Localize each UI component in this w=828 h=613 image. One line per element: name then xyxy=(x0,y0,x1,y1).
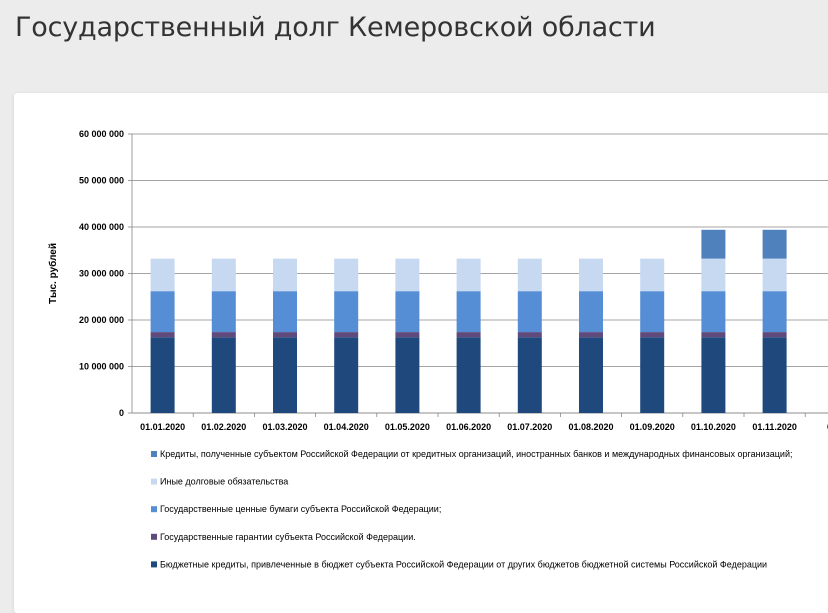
bar-segment xyxy=(211,332,236,338)
chart-card: 0 10 000 000 20 000 000 30 000 000 40 000 00… xyxy=(14,93,828,613)
bar-segment xyxy=(517,258,542,292)
bar-segment xyxy=(640,258,665,292)
x-tick-label: 01.09.2020 xyxy=(630,422,675,432)
x-tick-label: 01.02.2020 xyxy=(201,422,246,432)
bar-segment xyxy=(150,291,175,333)
bar-segment xyxy=(579,332,603,338)
bar-segment xyxy=(640,337,665,413)
x-tick-label: 01.04.2020 xyxy=(324,422,369,432)
legend-label: Иные долговые обязательства xyxy=(160,477,288,487)
bar-segment xyxy=(762,229,787,259)
bar-segment xyxy=(150,258,175,292)
bar-segment xyxy=(701,337,726,413)
legend-label: Государственные ценные бумаги субъекта Р… xyxy=(160,504,441,514)
legend-swatch xyxy=(151,533,157,540)
legend-swatch xyxy=(151,561,157,568)
bar-segment xyxy=(456,291,481,333)
x-tick-label: 01.03.2020 xyxy=(262,422,307,432)
y-tick-label: 20 000 000 xyxy=(79,315,124,325)
y-tick-label: 0 xyxy=(119,408,124,418)
bar-segment xyxy=(579,291,603,333)
legend-label: Государственные гарантии субъекта Россий… xyxy=(160,532,416,542)
debt-chart: 0 10 000 000 20 000 000 30 000 000 40 000 00… xyxy=(47,129,828,569)
bar-segment xyxy=(517,291,542,333)
y-tick-label: 50 000 000 xyxy=(79,176,124,186)
bar-segment xyxy=(762,337,787,413)
bar-segment xyxy=(273,337,297,413)
y-tick-label: 60 000 000 xyxy=(79,129,124,139)
legend-label: Кредиты, полученные субъектом Российской… xyxy=(160,449,792,459)
bar-segment xyxy=(456,332,481,338)
legend-swatch xyxy=(151,451,157,457)
x-tick-label: 01.05.2020 xyxy=(385,422,430,432)
bar-segment xyxy=(211,337,236,413)
bar-segment xyxy=(273,258,297,292)
bar-segment xyxy=(211,258,236,292)
bar-segment xyxy=(395,291,420,333)
bar-segment xyxy=(517,337,542,413)
bar-segment xyxy=(395,258,420,292)
bar-segment xyxy=(211,291,236,333)
bar-segment xyxy=(579,258,603,292)
bar-segment xyxy=(395,337,420,413)
bar-segment xyxy=(273,332,297,338)
bar-segment xyxy=(150,337,175,413)
bar-segment xyxy=(334,332,359,338)
bar-segment xyxy=(273,291,297,333)
y-tick-label: 40 000 000 xyxy=(79,222,124,232)
bar-segment xyxy=(579,337,603,413)
legend-swatch xyxy=(151,506,157,513)
bar-segment xyxy=(701,332,726,338)
bar-segment xyxy=(640,291,665,333)
bar-segment xyxy=(640,332,665,338)
bar-segment xyxy=(762,291,787,333)
x-tick-label: 01.07.2020 xyxy=(507,422,552,432)
bar-segment xyxy=(334,337,359,413)
y-tick-label: 10 000 000 xyxy=(79,362,124,372)
bar-segment xyxy=(456,258,481,292)
x-tick-label: 01.06.2020 xyxy=(446,422,491,432)
bar-segment xyxy=(701,291,726,333)
x-tick-label: 01.10.2020 xyxy=(691,422,736,432)
page-title: Государственный долг Кемеровской области xyxy=(15,12,656,43)
bar-segment xyxy=(762,258,787,292)
bar-segment xyxy=(517,332,542,338)
bar-segment xyxy=(701,229,726,259)
x-tick-label: 01.01.2020 xyxy=(140,422,185,432)
x-tick-label: 01.11.2020 xyxy=(752,422,797,432)
bar-segment xyxy=(150,332,175,338)
y-axis-label: Тыс. рублей xyxy=(47,243,59,304)
legend-swatch xyxy=(151,478,157,485)
bar-segment xyxy=(334,258,359,292)
x-tick-label: 01.08.2020 xyxy=(568,422,613,432)
y-tick-label: 30 000 000 xyxy=(79,269,124,279)
bar-segment xyxy=(456,337,481,413)
bar-segment xyxy=(701,258,726,292)
bar-segment xyxy=(762,332,787,338)
bar-segment xyxy=(334,291,359,333)
legend-label: Бюджетные кредиты, привлеченные в бюджет… xyxy=(160,559,767,569)
bar-segment xyxy=(395,332,420,338)
